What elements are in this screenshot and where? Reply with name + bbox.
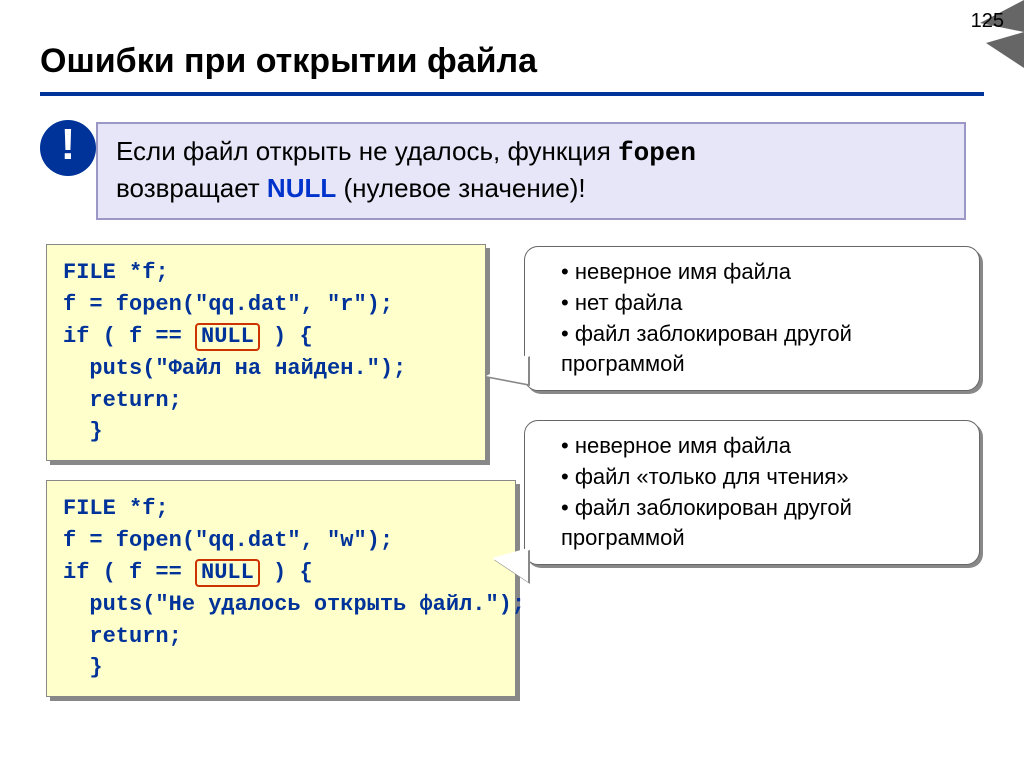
code-line: puts("Файл на найден.");: [63, 356, 406, 381]
exclamation-icon: !: [40, 120, 96, 176]
info-null: NULL: [267, 173, 336, 203]
list-item: файл «только для чтения»: [561, 462, 963, 493]
list-item: файл заблокирован другой программой: [561, 493, 963, 555]
info-text-3: (нулевое значение)!: [336, 173, 585, 203]
list-item: нет файла: [561, 288, 963, 319]
code-line: if ( f ==: [63, 560, 195, 585]
code-block-write: FILE *f; f = fopen("qq.dat", "w"); if ( …: [46, 480, 516, 697]
page-number: 125: [971, 10, 1004, 33]
code-line: FILE *f;: [63, 260, 169, 285]
code-line: f = fopen("qq.dat", ": [63, 528, 340, 553]
code-line: return;: [63, 388, 182, 413]
code-mode-r: r: [340, 292, 353, 317]
page-title: Ошибки при открытии файла: [40, 42, 537, 81]
list-item: неверное имя файла: [561, 257, 963, 288]
code-line: }: [63, 419, 103, 444]
code-line: ) {: [260, 560, 313, 585]
info-code-fopen: fopen: [618, 138, 696, 168]
code-line: }: [63, 655, 103, 680]
null-highlight: NULL: [195, 323, 260, 351]
info-box: Если файл открыть не удалось, функция fo…: [96, 122, 966, 220]
code-line: puts("Не удалось открыть файл.");: [63, 592, 525, 617]
code-line: FILE *f;: [63, 496, 169, 521]
callout-read-errors: неверное имя файла нет файла файл заблок…: [524, 246, 980, 391]
code-line: return;: [63, 624, 182, 649]
callout-write-errors: неверное имя файла файл «только для чтен…: [524, 420, 980, 565]
title-underline: [40, 92, 984, 96]
code-line: f = fopen("qq.dat", ": [63, 292, 340, 317]
info-text-1: Если файл открыть не удалось, функция: [116, 136, 618, 166]
info-text-2: возвращает: [116, 173, 267, 203]
code-line: if ( f ==: [63, 324, 195, 349]
null-highlight: NULL: [195, 559, 260, 587]
code-block-read: FILE *f; f = fopen("qq.dat", "r"); if ( …: [46, 244, 486, 461]
code-line: ");: [353, 528, 393, 553]
callout-tail: [486, 354, 528, 384]
callout-tail-border: [0, 0, 1024, 32]
code-line: ");: [353, 292, 393, 317]
callout-tail: [492, 548, 528, 582]
code-mode-w: w: [340, 528, 353, 553]
code-line: ) {: [260, 324, 313, 349]
list-item: файл заблокирован другой программой: [561, 319, 963, 381]
list-item: неверное имя файла: [561, 431, 963, 462]
